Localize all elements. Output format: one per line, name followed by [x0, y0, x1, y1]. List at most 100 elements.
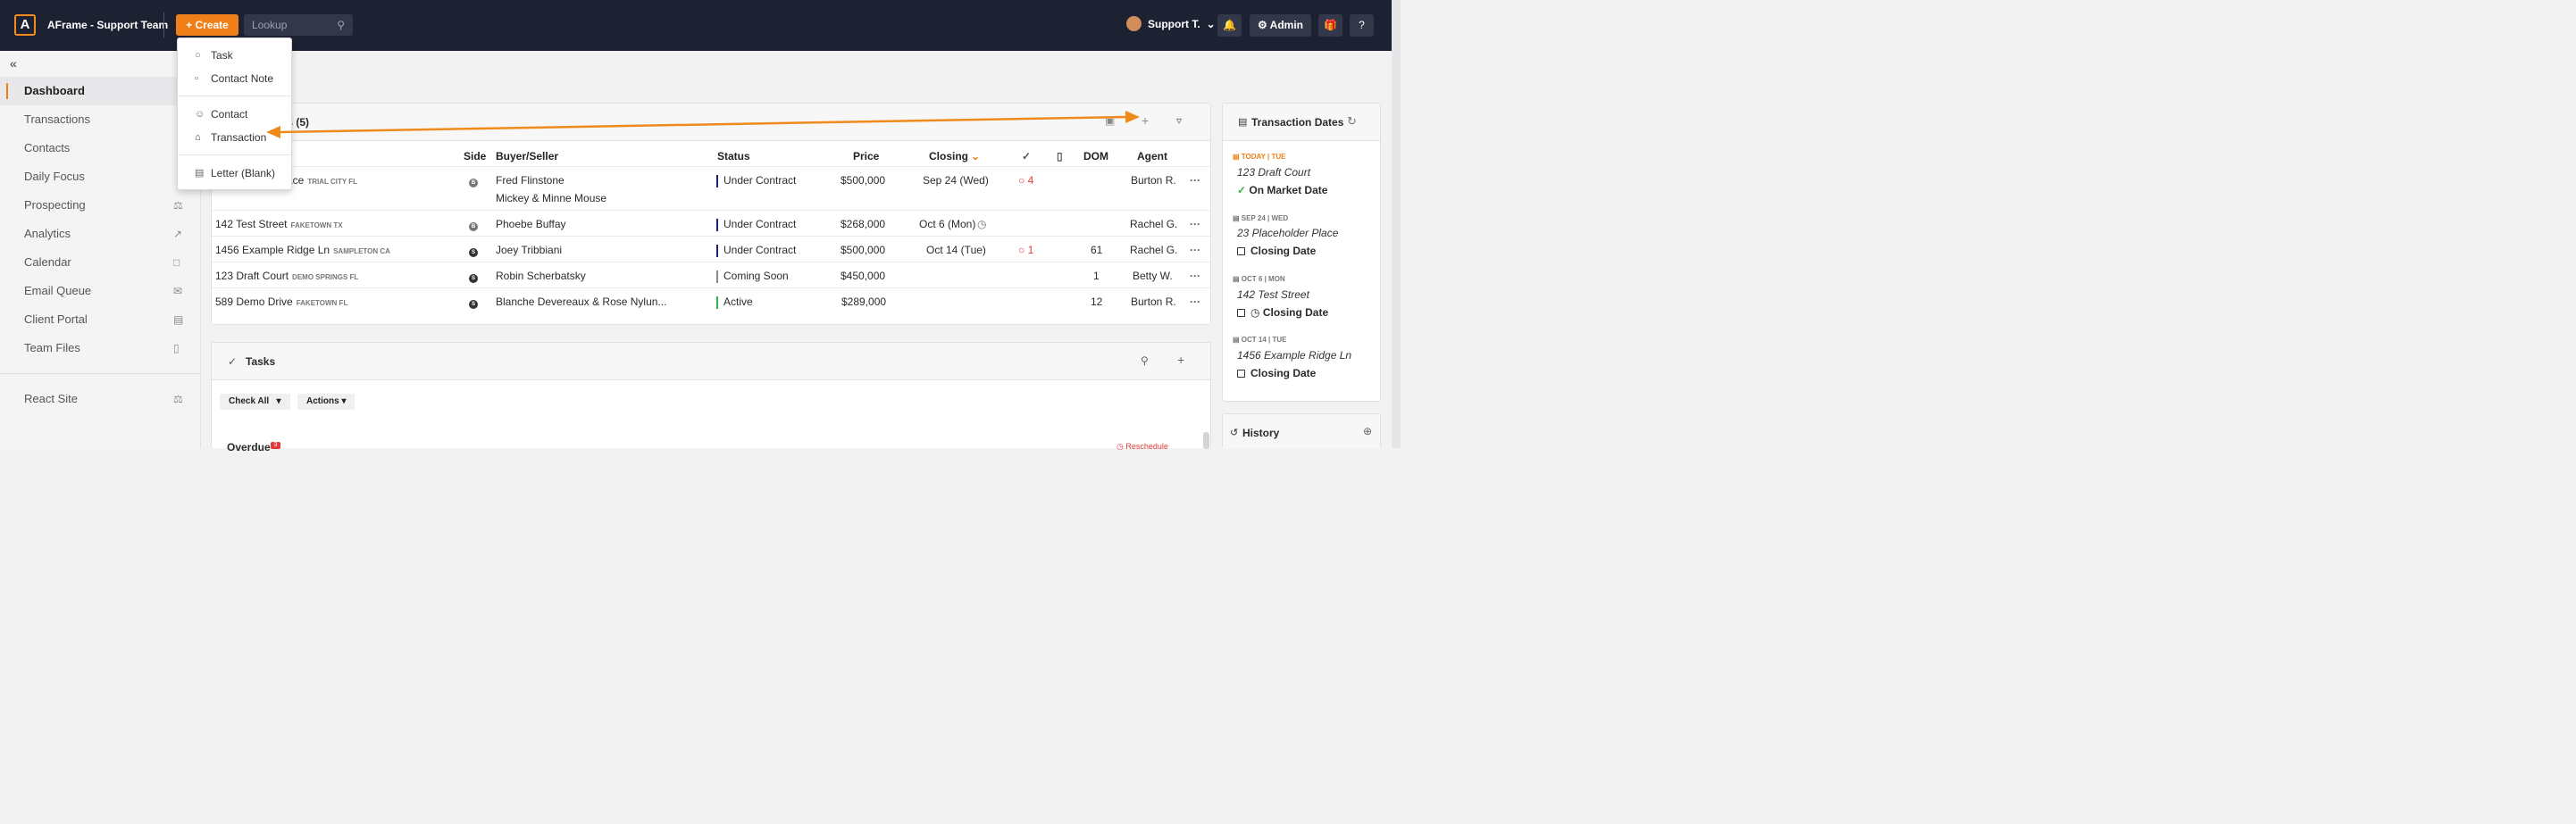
more-icon[interactable]: ···: [1190, 270, 1200, 282]
document-column-icon[interactable]: ▯: [1057, 150, 1063, 162]
sidebar-item-react-site[interactable]: React Site ⚖: [0, 385, 201, 413]
chevron-down-icon: ⌄: [1206, 17, 1216, 30]
menu-item-label: Contact Note: [211, 72, 274, 85]
gift-icon[interactable]: 🎁: [1318, 14, 1342, 37]
date-item-label: Closing Date: [1250, 367, 1317, 379]
address-cell[interactable]: 1456 Example Ridge Ln SAMPLETON CA: [215, 244, 390, 256]
date-address-link[interactable]: 1456 Example Ridge Ln: [1237, 349, 1352, 362]
lookup-input[interactable]: Lookup ⚲: [244, 14, 353, 36]
sidebar-item-analytics[interactable]: Analytics ↗: [0, 220, 201, 248]
clock-icon: ◷: [977, 218, 987, 230]
add-circle-icon[interactable]: ⊕: [1363, 425, 1373, 437]
column-closing[interactable]: Closing: [929, 150, 968, 162]
admin-button[interactable]: ⚙ Admin: [1250, 14, 1311, 37]
more-icon[interactable]: ···: [1190, 244, 1200, 256]
sidebar-item-label: Prospecting: [24, 198, 86, 212]
actions-label: Actions: [306, 396, 339, 406]
buyer-cell[interactable]: Robin Scherbatsky: [496, 270, 586, 282]
table-row[interactable]: 123 Draft Court DEMO SPRINGS FL S Robin S…: [212, 262, 1210, 287]
window-scrollbar[interactable]: [1392, 0, 1401, 448]
date-group-label: ▤ OCT 6 | MON: [1233, 271, 1285, 284]
date-address-link[interactable]: 23 Placeholder Place: [1237, 227, 1339, 239]
tasks-count[interactable]: 4: [1027, 174, 1034, 187]
menu-item-task[interactable]: ○ Task: [178, 46, 291, 65]
calendar-icon: □: [173, 256, 180, 269]
column-side[interactable]: Side: [464, 150, 487, 162]
history-icon: ↺: [1230, 428, 1239, 438]
sidebar-item-calendar[interactable]: Calendar □: [0, 248, 201, 277]
date-address-link[interactable]: 142 Test Street: [1237, 288, 1309, 301]
buyer-cell[interactable]: Mickey & Minne Mouse: [496, 192, 607, 204]
sidebar-item-prospecting[interactable]: Prospecting ⚖: [0, 191, 201, 220]
sidebar-item-dashboard[interactable]: Dashboard: [0, 77, 201, 105]
aframe-logo[interactable]: A: [14, 14, 36, 36]
buyer-cell[interactable]: Phoebe Buffay: [496, 218, 566, 230]
menu-item-contact[interactable]: ☺ Contact: [178, 104, 291, 124]
date-group-label: ▤ TODAY | TUE: [1233, 149, 1285, 162]
caret-down-icon: ▾: [276, 396, 281, 406]
table-row[interactable]: 142 Test Street FAKETOWN TX B Phoebe Buff…: [212, 210, 1210, 236]
buyer-cell[interactable]: Blanche Devereaux & Rose Nylun...: [496, 295, 667, 308]
sidebar-item-transactions[interactable]: Transactions: [0, 105, 201, 134]
bell-icon[interactable]: 🔔: [1217, 14, 1242, 37]
tasks-scrollbar[interactable]: [1203, 432, 1209, 449]
help-icon[interactable]: ?: [1350, 14, 1374, 37]
address: 1456 Example Ridge Ln: [215, 244, 330, 256]
sidebar-item-daily-focus[interactable]: Daily Focus: [0, 162, 201, 191]
side-badge: S: [469, 248, 478, 257]
create-button[interactable]: + Create: [176, 14, 238, 36]
more-icon[interactable]: ···: [1190, 295, 1200, 308]
date-group-label: ▤ SEP 24 | WED: [1233, 211, 1288, 223]
address-cell[interactable]: 123 Draft Court DEMO SPRINGS FL: [215, 270, 358, 282]
date-address-link[interactable]: 123 Draft Court: [1237, 166, 1311, 179]
menu-item-transaction[interactable]: ⌂ Transaction: [178, 128, 291, 147]
address-cell[interactable]: 589 Demo Drive FAKETOWN FL: [215, 295, 347, 308]
closing-cell: Oct 14 (Tue): [926, 244, 986, 256]
table-row[interactable]: ace TRIAL CITY FL B Fred Flinstone Mickey…: [212, 166, 1210, 210]
address-cell[interactable]: 142 Test Street FAKETOWN TX: [215, 218, 343, 230]
checkbox[interactable]: [1237, 370, 1245, 378]
user-menu[interactable]: Support T. ⌄: [1126, 16, 1216, 31]
status-cell: Under Contract: [723, 218, 797, 230]
column-buyer-seller[interactable]: Buyer/Seller: [496, 150, 559, 162]
collapse-sidebar-icon[interactable]: «: [10, 56, 17, 71]
refresh-icon[interactable]: ↻: [1347, 114, 1357, 128]
buyer-cell[interactable]: Fred Flinstone: [496, 174, 565, 187]
sidebar-item-email-queue[interactable]: Email Queue ✉: [0, 277, 201, 305]
tasks-count[interactable]: 1: [1027, 244, 1034, 256]
status-cell: Under Contract: [723, 174, 797, 187]
table-row[interactable]: 589 Demo Drive FAKETOWN FL S Blanche Deve…: [212, 287, 1210, 313]
check-all-button[interactable]: Check All ▾: [220, 394, 290, 410]
column-agent[interactable]: Agent: [1137, 150, 1167, 162]
alert-circle-icon: ○: [1018, 174, 1028, 187]
sidebar-item-label: Dashboard: [24, 84, 85, 97]
checkbox[interactable]: [1237, 247, 1245, 255]
portal-icon: ▤: [173, 313, 184, 326]
column-status[interactable]: Status: [717, 150, 750, 162]
column-price[interactable]: Price: [853, 150, 880, 162]
search-icon[interactable]: ⚲: [1141, 354, 1149, 367]
trash-icon[interactable]: ▣: [1105, 114, 1116, 127]
buyer-cell[interactable]: Joey Tribbiani: [496, 244, 563, 256]
date-label: OCT 6 | MON: [1241, 275, 1285, 283]
checkbox[interactable]: [1237, 309, 1245, 317]
filter-icon[interactable]: ▿: [1176, 114, 1183, 127]
sidebar-item-team-files[interactable]: Team Files ▯: [0, 334, 201, 362]
add-task-icon[interactable]: +: [1177, 353, 1185, 367]
sidebar-item-contacts[interactable]: Contacts: [0, 134, 201, 162]
menu-item-contact-note[interactable]: ▫ Contact Note: [178, 69, 291, 88]
tasks-column-icon[interactable]: ✓: [1022, 150, 1032, 162]
more-icon[interactable]: ···: [1190, 218, 1200, 230]
house-icon: ⌂: [195, 132, 201, 143]
more-icon[interactable]: ···: [1190, 174, 1200, 187]
date-label: TODAY | TUE: [1241, 153, 1286, 161]
actions-button[interactable]: Actions ▾: [297, 394, 355, 410]
reschedule-link[interactable]: ◷ Reschedule: [1117, 442, 1168, 452]
menu-item-letter-blank[interactable]: ▤ Letter (Blank): [178, 163, 291, 183]
add-icon[interactable]: +: [1142, 113, 1150, 128]
overdue-heading: Overdue: [227, 441, 271, 454]
table-row[interactable]: 1456 Example Ridge Ln SAMPLETON CA S Joey…: [212, 236, 1210, 262]
sidebar-item-client-portal[interactable]: Client Portal ▤: [0, 305, 201, 334]
address: 123 Draft Court: [215, 270, 289, 282]
column-dom[interactable]: DOM: [1083, 150, 1108, 162]
